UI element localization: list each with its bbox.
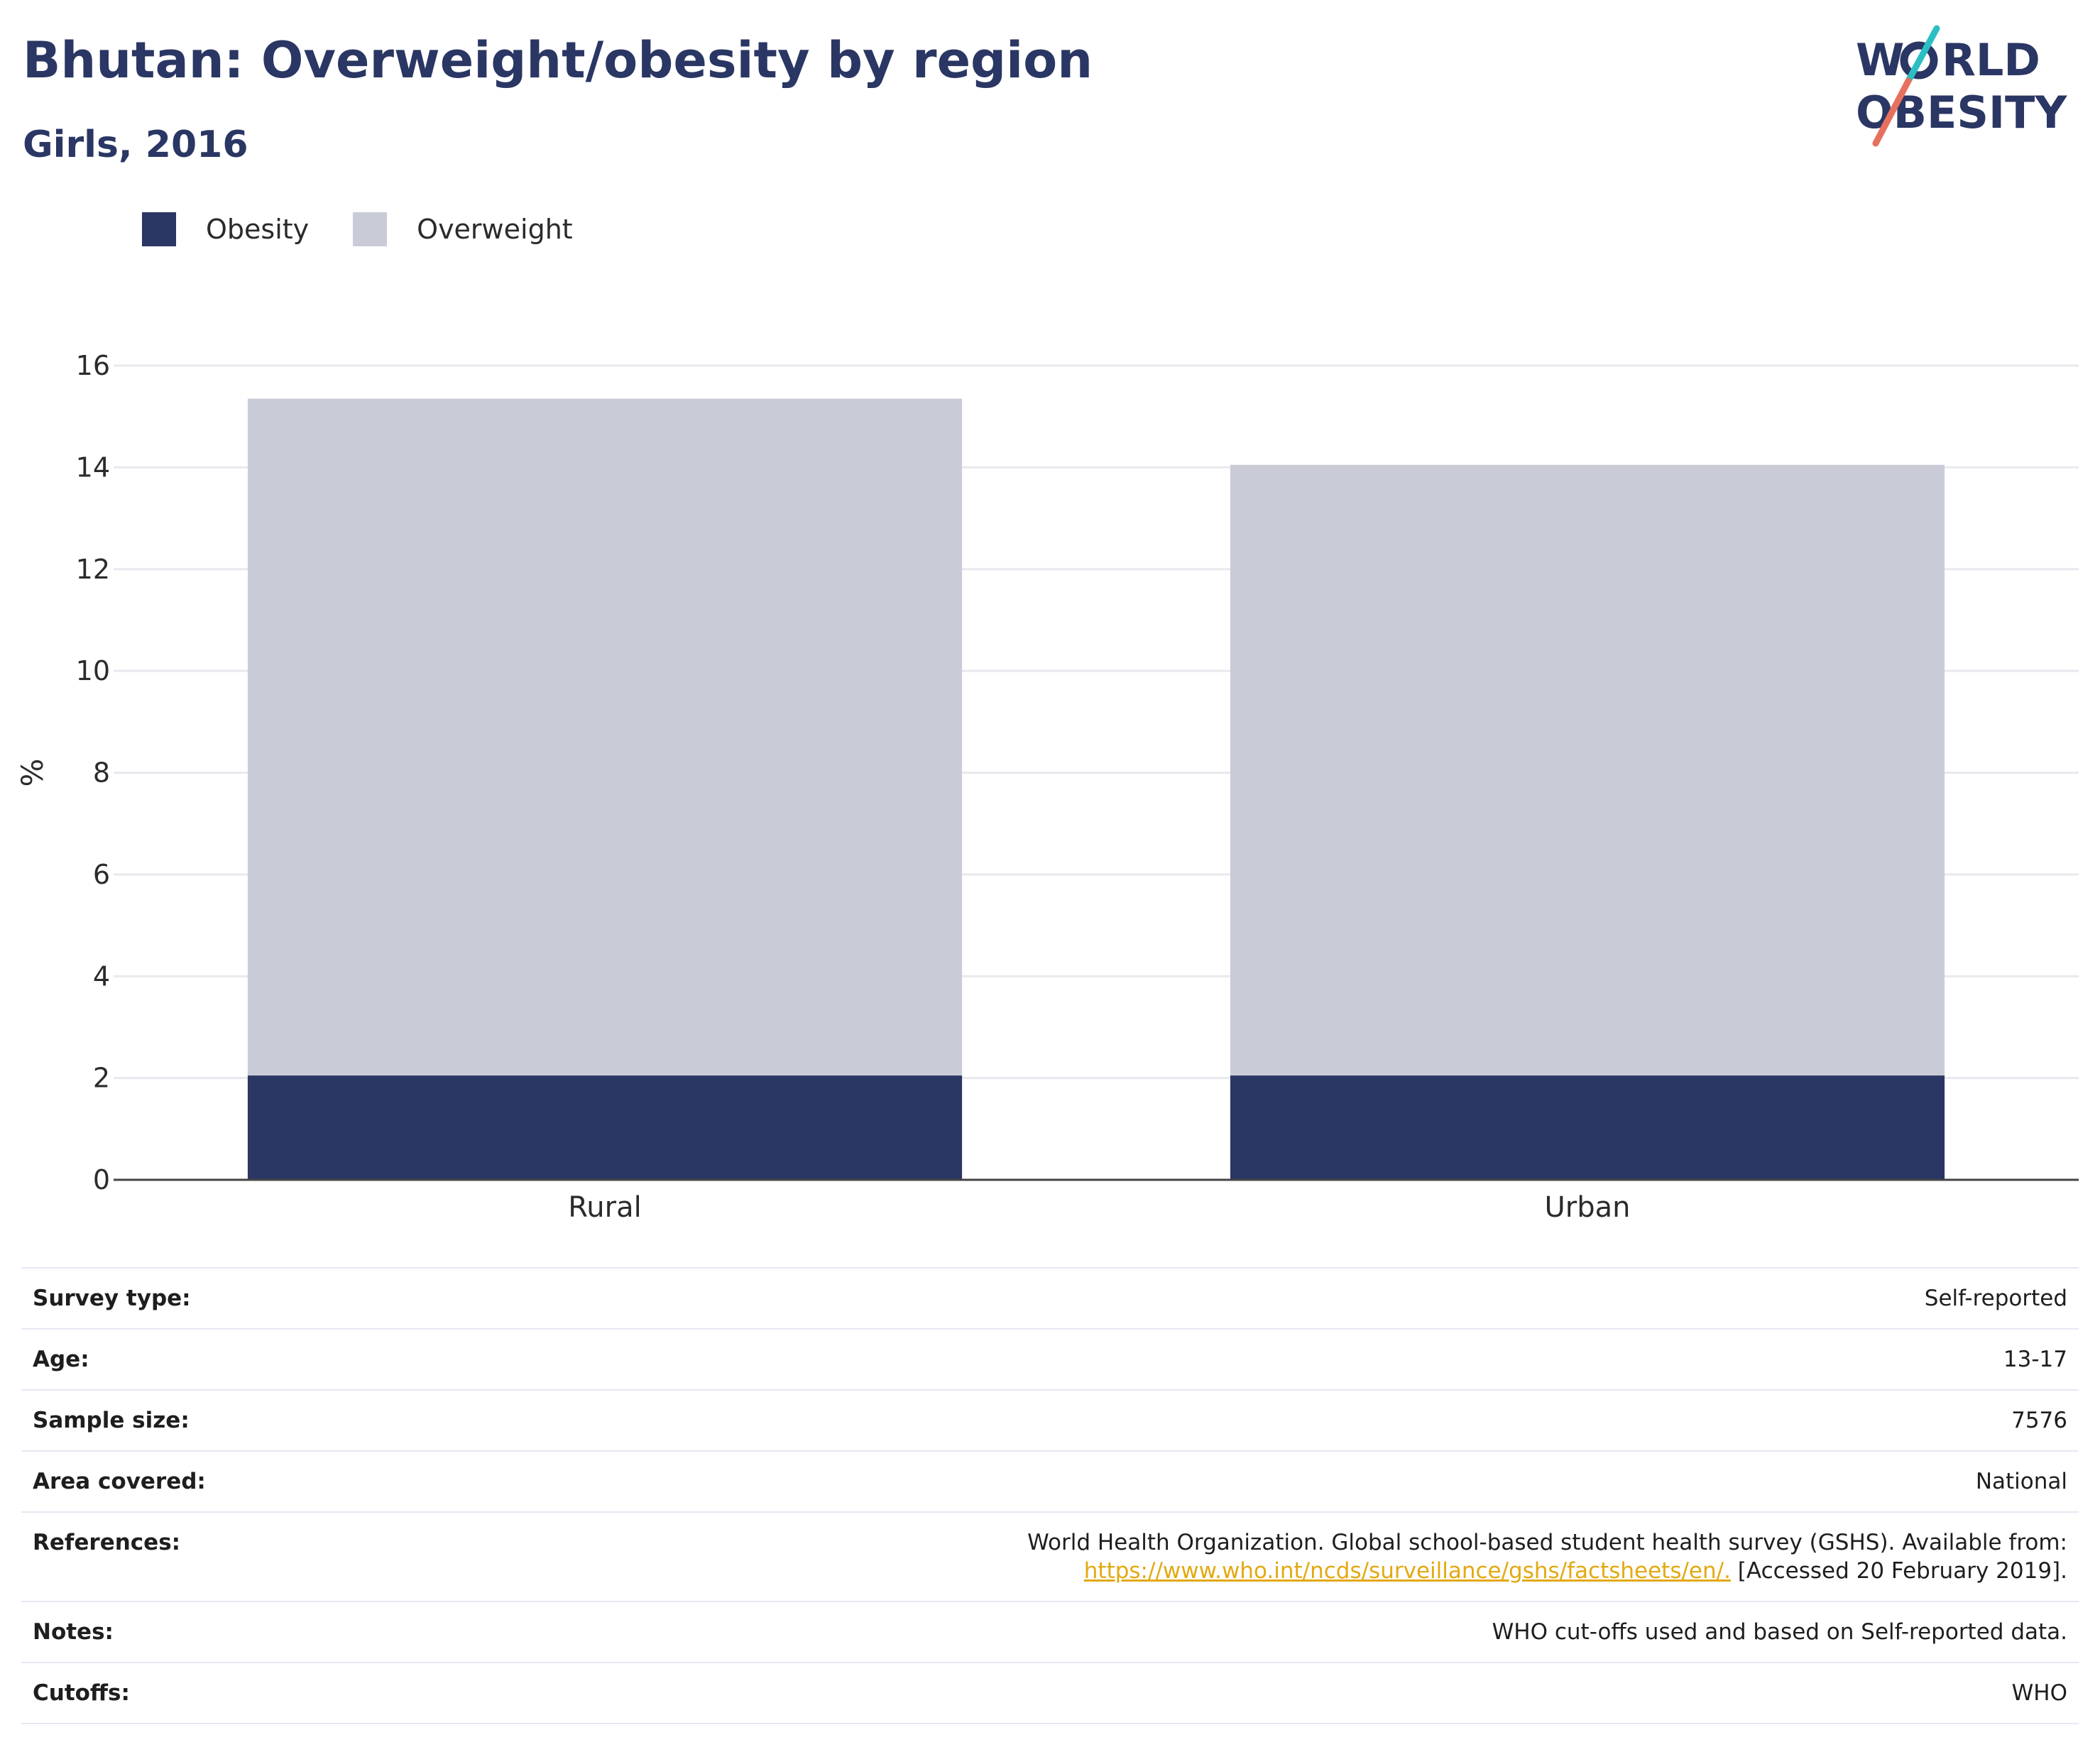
world-obesity-logo: WORLD OBESITY — [1856, 25, 2067, 147]
info-value: 7576 — [2011, 1408, 2067, 1433]
y-tick-label: 12 — [76, 554, 110, 585]
bar-overweight-urban — [1230, 464, 1945, 1076]
y-tick-label: 14 — [76, 451, 110, 483]
logo-o-ring — [1900, 41, 1938, 80]
reference-accessed: [Accessed 20 February 2019]. — [1730, 1558, 2067, 1584]
info-value-references: World Health Organization. Global school… — [341, 1512, 2079, 1601]
info-value: WHO — [2011, 1680, 2067, 1706]
info-key: Age: — [33, 1347, 89, 1372]
legend-label-obesity: Obesity — [206, 214, 310, 245]
stacked-bar-chart: 0 2 4 6 8 10 12 14 16% Rural Urban — [15, 350, 2079, 1224]
y-axis-label: % — [15, 759, 50, 787]
info-key: Sample size: — [33, 1408, 190, 1433]
legend-swatch-overweight — [353, 212, 388, 246]
y-tick-label: 0 — [93, 1164, 110, 1195]
bar-obesity-urban — [1230, 1075, 1945, 1180]
legend-item-obesity: Obesity — [142, 212, 309, 246]
info-key: Survey type: — [33, 1286, 191, 1311]
page-subtitle: Girls, 2016 — [23, 124, 248, 166]
legend-swatch-obesity — [142, 212, 176, 246]
info-key: Cutoffs: — [33, 1680, 130, 1706]
bar-overweight-rural — [247, 398, 963, 1076]
logo-slash-teal — [1905, 25, 1940, 84]
y-tick-label: 10 — [76, 655, 110, 686]
info-key: Notes: — [33, 1619, 114, 1645]
page-title: Bhutan: Overweight/obesity by region — [23, 31, 1093, 89]
y-tick-label: 8 — [93, 757, 110, 789]
survey-info-table: Survey type: Self-reported Age: 13-17 Sa… — [21, 1267, 2079, 1724]
info-row-cutoffs: Cutoffs: WHO — [21, 1663, 2079, 1724]
y-tick-label: 2 — [93, 1063, 110, 1094]
info-row-references: References: World Health Organization. G… — [21, 1512, 2079, 1601]
y-tick-label: 16 — [76, 350, 110, 381]
info-row-area-covered: Area covered: National — [21, 1451, 2079, 1512]
reference-link[interactable]: https://www.who.int/ncds/surveillance/gs… — [1083, 1558, 1731, 1584]
reference-text: World Health Organization. Global school… — [1027, 1530, 2067, 1555]
info-row-age: Age: 13-17 — [21, 1329, 2079, 1390]
chart-legend: Obesity Overweight — [142, 212, 617, 247]
info-value: Self-reported — [1924, 1286, 2067, 1311]
info-value: WHO cut-offs used and based on Self-repo… — [1492, 1619, 2067, 1645]
info-value: 13-17 — [2003, 1347, 2067, 1372]
logo-line1: WORLD — [1856, 34, 2040, 86]
y-tick-label: 6 — [93, 859, 110, 890]
logo-slash-coral — [1872, 77, 1912, 147]
info-key: References: — [33, 1530, 181, 1555]
legend-item-overweight: Overweight — [353, 212, 573, 246]
x-tick-label: Urban — [1545, 1191, 1631, 1224]
legend-label-overweight: Overweight — [417, 214, 573, 245]
info-row-sample-size: Sample size: 7576 — [21, 1390, 2079, 1451]
x-tick-label: Rural — [568, 1191, 641, 1224]
info-row-notes: Notes: WHO cut-offs used and based on Se… — [21, 1601, 2079, 1663]
y-tick-label: 4 — [93, 960, 110, 992]
info-row-survey-type: Survey type: Self-reported — [21, 1268, 2079, 1329]
bar-obesity-rural — [247, 1075, 963, 1180]
info-key: Area covered: — [33, 1469, 206, 1494]
info-value: National — [1975, 1469, 2067, 1494]
logo-line2: OBESITY — [1856, 87, 2067, 138]
